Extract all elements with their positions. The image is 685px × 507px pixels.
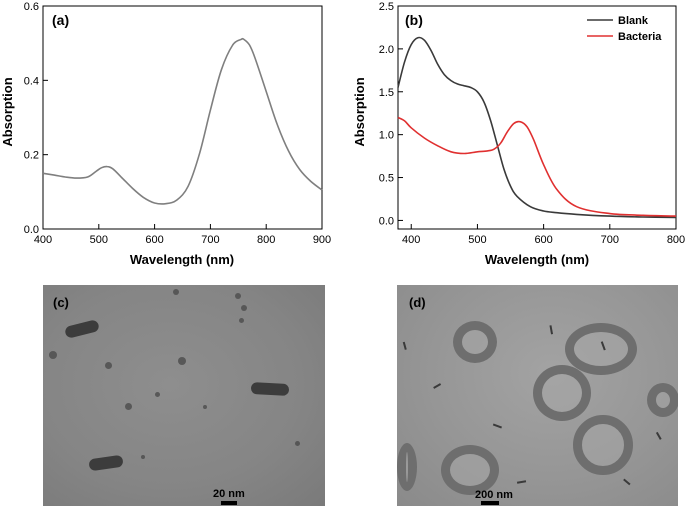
x-tick-label: 400: [402, 234, 420, 246]
panel-a-label: (a): [52, 12, 69, 28]
panel-b-x-axis-label: Wavelength (nm): [485, 252, 589, 267]
vesicle: [397, 443, 417, 491]
panel-a-plot-frame: [42, 5, 323, 230]
tem-image-c: (c) 20 nm: [43, 285, 325, 506]
y-tick-label: 2.5: [379, 1, 394, 13]
y-tick-label: 1.0: [379, 130, 394, 142]
nanoparticle: [235, 293, 241, 299]
x-tick-label: 800: [257, 234, 275, 246]
scale-bar-label-c: 20 nm: [213, 488, 245, 500]
vesicle: [647, 383, 678, 417]
nanoparticle: [203, 405, 207, 409]
y-tick-label: 0.0: [379, 215, 394, 227]
nanorod: [516, 480, 527, 484]
panel-a-series-line: [42, 37, 323, 205]
panel-a-x-axis-label: Wavelength (nm): [130, 252, 234, 267]
nanoparticle: [241, 305, 247, 311]
panel-d-label: (d): [409, 295, 426, 310]
tem-image-d: (d) 200 nm: [397, 285, 678, 506]
x-tick-label: 400: [34, 234, 52, 246]
vesicle: [441, 445, 499, 495]
scale-bar-label-d: 200 nm: [475, 489, 513, 501]
y-tick-label: 0.0: [24, 224, 39, 236]
panel-b-legend: Blank Bacteria: [587, 15, 662, 43]
vesicle: [533, 365, 591, 421]
nanoparticle: [49, 351, 57, 359]
y-tick-label: 1.5: [379, 87, 394, 99]
x-tick-label: 700: [601, 234, 619, 246]
panel-b-x-ticks: 400 500 600 700 800: [402, 224, 685, 246]
nanoparticle: [155, 392, 160, 397]
y-tick-label: 0.5: [379, 173, 394, 185]
x-tick-label: 700: [201, 234, 219, 246]
scale-bar-d: [481, 501, 499, 505]
vesicle: [453, 321, 497, 363]
y-tick-label: 0.2: [24, 150, 39, 162]
panel-c-label: (c): [53, 295, 69, 310]
x-tick-label: 600: [534, 234, 552, 246]
y-tick-label: 2.0: [379, 44, 394, 56]
y-tick-label: 0.6: [24, 1, 39, 13]
nanorod: [493, 423, 502, 428]
nanoparticle: [141, 455, 145, 459]
nanoparticle: [239, 318, 244, 323]
x-tick-label: 500: [468, 234, 486, 246]
x-tick-label: 600: [145, 234, 163, 246]
vesicle: [573, 415, 633, 475]
nanoparticle: [173, 289, 179, 295]
nanorod: [623, 478, 631, 485]
nanoparticle: [125, 403, 132, 410]
x-tick-label: 500: [90, 234, 108, 246]
panel-b-series-blank-line: [397, 36, 677, 219]
panel-a-y-axis-label: Absorption: [0, 77, 15, 146]
nanoparticle: [105, 362, 112, 369]
y-tick-label: 0.4: [24, 75, 39, 87]
nanorod: [403, 341, 407, 350]
nanoparticle: [295, 441, 300, 446]
panel-a-chart: 0.0 0.2 0.4 0.6 400 500 600 700 800 900 (a) Wave…: [0, 1, 331, 267]
charts-figure: 0.0 0.2 0.4 0.6 400 500 600 700 800 900 (a) Wave…: [0, 1, 685, 267]
nanoparticle: [178, 357, 186, 365]
nanorod: [250, 382, 290, 396]
panel-a-y-ticks: 0.0 0.2 0.4 0.6: [24, 1, 48, 236]
nanorod: [88, 454, 124, 472]
legend-blank-label: Blank: [618, 15, 649, 27]
nanorod: [549, 325, 554, 335]
x-tick-label: 900: [313, 234, 331, 246]
x-tick-label: 800: [667, 234, 685, 246]
scale-bar-c: [221, 501, 237, 505]
panel-b-series-bacteria-line: [397, 116, 677, 217]
panel-b-y-axis-label: Absorption: [352, 77, 367, 146]
panel-a-x-ticks: 400 500 600 700 800 900: [34, 224, 331, 246]
nanorod: [656, 431, 662, 440]
panel-b-chart: 0.0 0.5 1.0 1.5 2.0 2.5 400 500 600 700 800 (b) B…: [352, 1, 685, 267]
panel-b-y-ticks: 0.0 0.5 1.0 1.5 2.0 2.5: [379, 1, 403, 227]
nanorod: [64, 319, 100, 339]
panel-b-label: (b): [405, 12, 423, 28]
nanorod: [433, 383, 441, 389]
legend-bacteria-label: Bacteria: [618, 31, 662, 43]
vesicle: [565, 323, 637, 375]
